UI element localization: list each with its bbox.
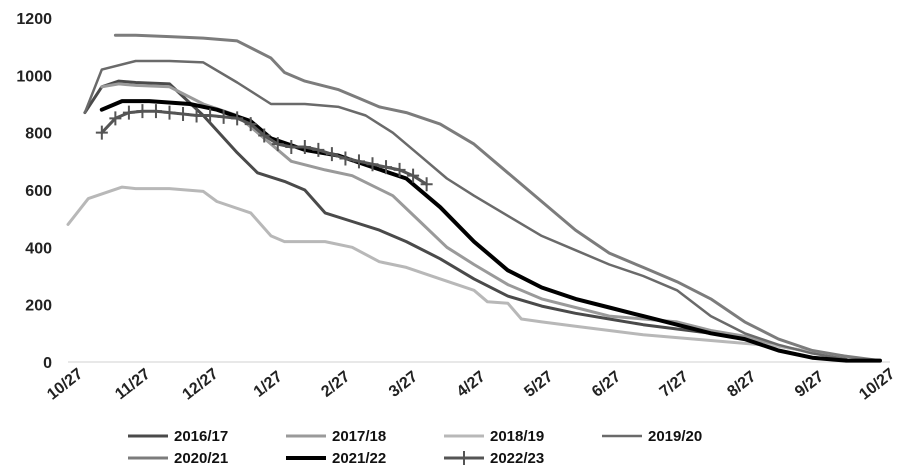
y-tick-label: 200 bbox=[25, 298, 52, 315]
x-tick-label: 7/27 bbox=[657, 368, 692, 401]
series-line-2017-18 bbox=[100, 82, 848, 361]
series-point-marker bbox=[149, 104, 162, 119]
series-line-2018-19 bbox=[66, 185, 848, 358]
series-point-marker bbox=[217, 109, 230, 124]
series-line-2016-17 bbox=[83, 79, 882, 363]
y-tick-label: 400 bbox=[25, 240, 52, 257]
legend-label: 2021/22 bbox=[332, 450, 386, 467]
series-line-2019-20 bbox=[83, 59, 848, 361]
series-point-marker bbox=[380, 160, 393, 175]
series-point-marker bbox=[190, 108, 203, 123]
series-point-marker bbox=[109, 111, 122, 126]
series-point-marker bbox=[136, 104, 149, 119]
x-tick-label: 2/27 bbox=[318, 368, 353, 401]
series-point-marker bbox=[285, 140, 298, 154]
series-point-marker bbox=[95, 125, 108, 140]
series-point-marker bbox=[177, 107, 190, 122]
y-tick-label: 1200 bbox=[16, 11, 52, 28]
legend-label: 2017/18 bbox=[332, 428, 386, 445]
x-tick-label: 9/27 bbox=[792, 368, 827, 401]
series-line-2020-21 bbox=[113, 33, 882, 363]
x-tick-label: 8/27 bbox=[724, 368, 759, 401]
x-tick-label: 5/27 bbox=[521, 368, 556, 401]
series-point-marker bbox=[122, 105, 135, 120]
legend-label: 2020/21 bbox=[174, 450, 228, 467]
series-point-marker bbox=[339, 151, 352, 166]
series-point-marker bbox=[352, 154, 365, 169]
y-tick-label: 600 bbox=[25, 183, 52, 200]
series-layer bbox=[66, 33, 882, 363]
y-tick-label: 0 bbox=[43, 355, 52, 372]
series-point-marker bbox=[231, 111, 244, 126]
x-tick-label: 3/27 bbox=[386, 368, 421, 401]
x-tick-label: 12/27 bbox=[180, 365, 222, 403]
x-tick-label: 11/27 bbox=[112, 366, 153, 404]
legend: 2016/17 2017/18 2018/19 2019/20 2020/21 2021/… bbox=[128, 428, 702, 467]
series-point-marker bbox=[325, 147, 338, 162]
legend-label: 2018/19 bbox=[490, 428, 544, 445]
series-point-marker bbox=[420, 177, 433, 192]
series-point-marker bbox=[298, 140, 311, 154]
x-axis-ticks: 10/27 11/27 12/27 1/27 2/27 3/27 4/27 5/27 6/27 7… bbox=[44, 365, 898, 403]
series-point-marker bbox=[407, 168, 420, 183]
series-point-marker bbox=[204, 108, 217, 123]
legend-label: 2019/20 bbox=[648, 428, 702, 445]
series-point-marker bbox=[163, 105, 176, 120]
legend-label: 2022/23 bbox=[490, 450, 544, 467]
x-tick-label: 1/27 bbox=[251, 368, 286, 401]
y-tick-label: 1000 bbox=[16, 68, 52, 85]
series-point-marker bbox=[366, 157, 379, 172]
x-tick-label: 4/27 bbox=[454, 368, 489, 401]
series-point-marker bbox=[244, 117, 257, 132]
series-point-marker bbox=[258, 128, 271, 143]
y-tick-label: 800 bbox=[25, 126, 52, 143]
series-point-marker bbox=[271, 137, 284, 152]
x-tick-label: 6/27 bbox=[589, 368, 624, 401]
y-axis-ticks: 0 200 400 600 800 1000 1200 bbox=[16, 11, 52, 372]
legend-label: 2016/17 bbox=[174, 428, 228, 445]
series-point-marker bbox=[312, 142, 325, 157]
series-point-marker bbox=[393, 162, 406, 177]
x-tick-label: 10/27 bbox=[856, 365, 898, 403]
series-line-2021-22 bbox=[99, 99, 882, 363]
